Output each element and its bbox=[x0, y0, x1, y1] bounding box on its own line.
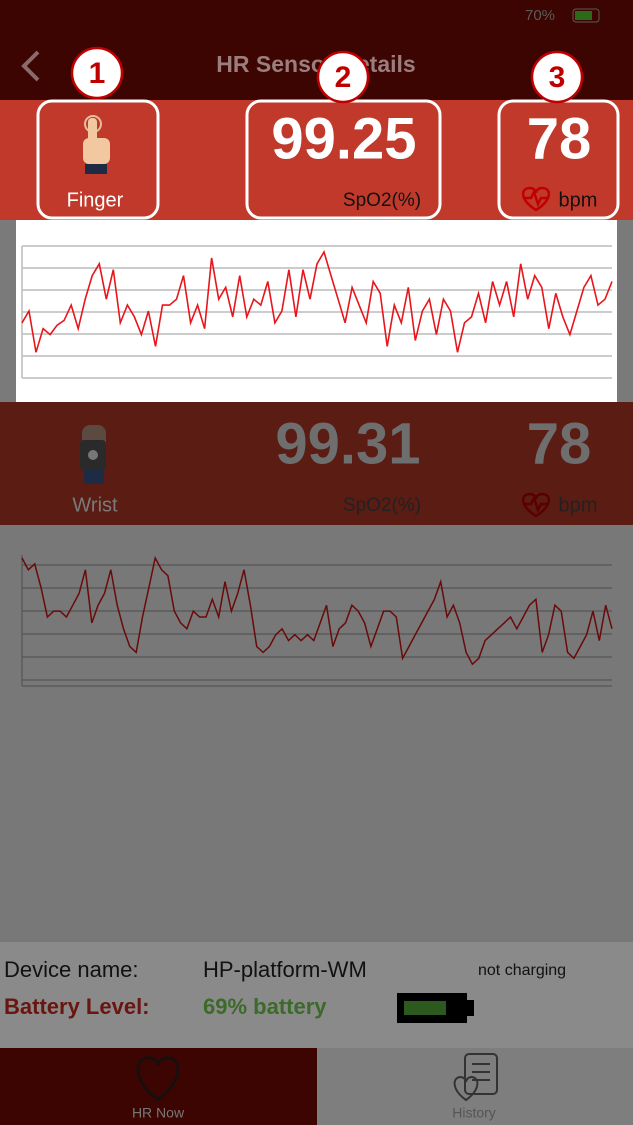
waveform bbox=[21, 250, 613, 353]
callout: 1 bbox=[70, 46, 124, 100]
battery-percent: 70% bbox=[525, 7, 555, 24]
device-info-background bbox=[0, 942, 633, 1048]
finger-icon bbox=[83, 115, 110, 174]
tab-label: History bbox=[452, 1105, 496, 1121]
callout-number: 3 bbox=[549, 61, 566, 94]
callout: 3 bbox=[530, 50, 584, 104]
content-background bbox=[0, 525, 633, 942]
tab-inactive[interactable] bbox=[317, 1048, 633, 1125]
sensor-label: Wrist bbox=[72, 494, 118, 516]
callout-number: 2 bbox=[335, 61, 352, 94]
battery-level: 69% battery bbox=[203, 994, 327, 1019]
charging-status: not charging bbox=[478, 962, 566, 979]
wrist-icon bbox=[80, 425, 106, 484]
sensor-label: Finger bbox=[67, 189, 124, 211]
hr-unit: bpm bbox=[559, 189, 598, 211]
hr-value: 78 bbox=[527, 411, 592, 476]
callout: 2 bbox=[316, 50, 370, 104]
finger-chart-background bbox=[16, 220, 617, 402]
screen-title: HR Sensor Details bbox=[216, 51, 415, 77]
hr-value: 78 bbox=[527, 106, 592, 171]
tab-icon bbox=[453, 1053, 498, 1102]
battery-label: Battery Level: bbox=[4, 994, 150, 1019]
callout-number: 1 bbox=[89, 57, 106, 90]
heart-icon bbox=[522, 492, 550, 518]
battery-icon bbox=[572, 8, 600, 23]
device-name-label: Device name: bbox=[4, 957, 139, 982]
spo2-value: 99.31 bbox=[275, 411, 420, 476]
back-button[interactable] bbox=[21, 50, 40, 82]
tab-label: HR Now bbox=[132, 1105, 185, 1121]
spo2-value: 99.25 bbox=[271, 106, 416, 171]
tab-active[interactable] bbox=[0, 1048, 317, 1125]
device-name: HP-platform-WM bbox=[203, 957, 367, 982]
heart-icon bbox=[522, 186, 550, 212]
hr-unit: bpm bbox=[559, 494, 598, 516]
battery-graphic bbox=[397, 993, 474, 1023]
spo2-unit: SpO2(%) bbox=[343, 495, 421, 516]
finger-grid bbox=[21, 245, 612, 379]
battery-fill bbox=[575, 11, 592, 20]
tab-icon bbox=[136, 1056, 180, 1102]
spo2-unit: SpO2(%) bbox=[343, 190, 421, 211]
wrist-grid bbox=[21, 555, 612, 687]
waveform bbox=[21, 555, 613, 666]
